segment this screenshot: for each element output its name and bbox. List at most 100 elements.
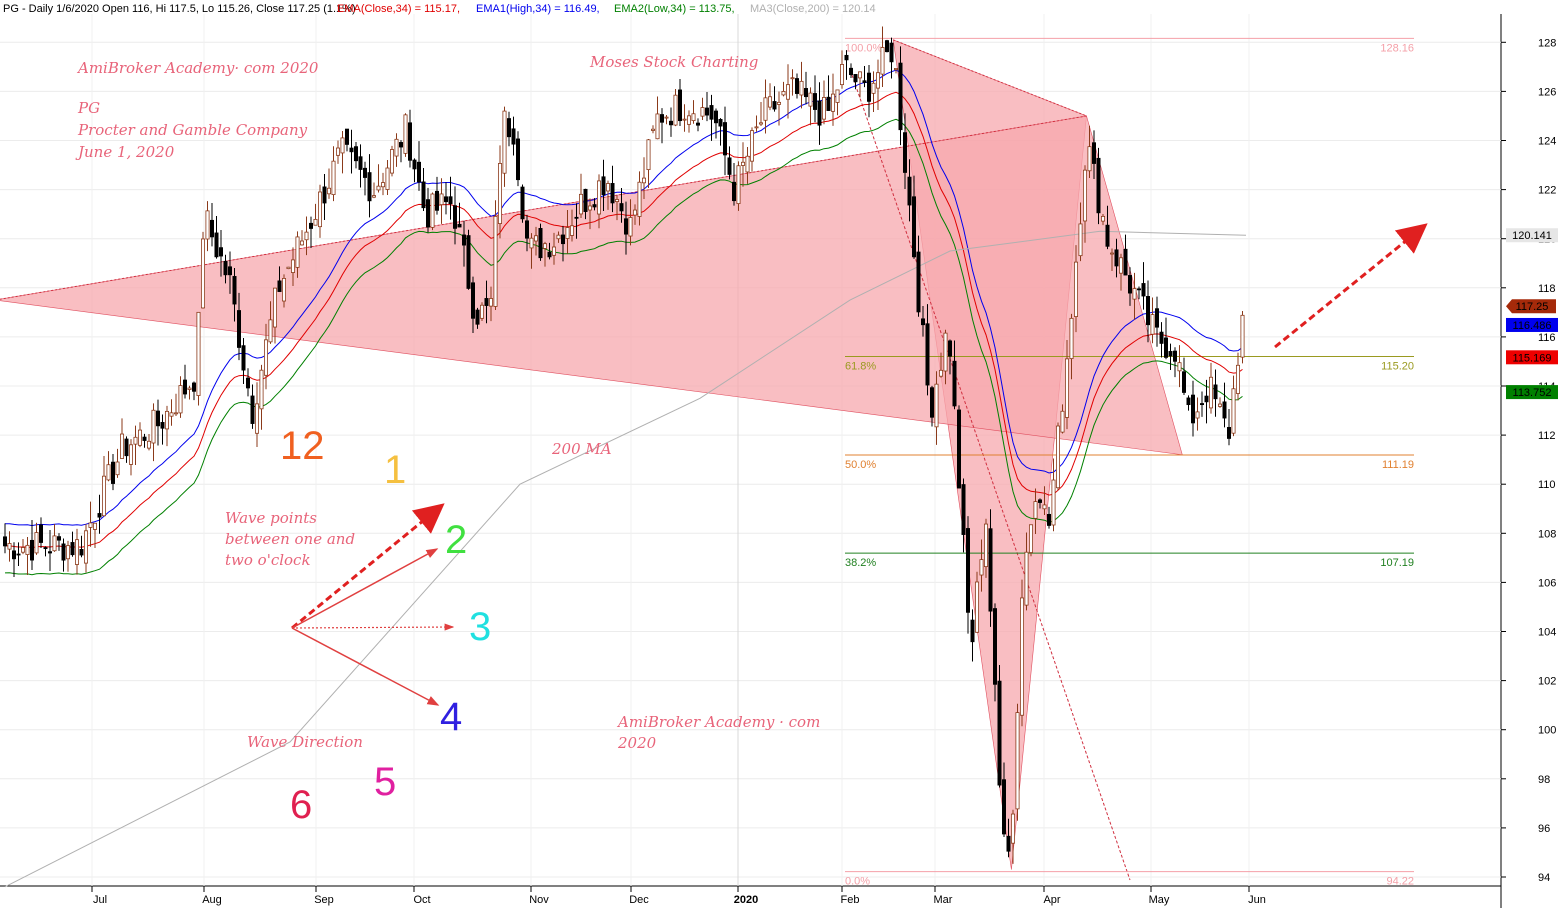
candle-body (389, 149, 394, 174)
y-tick-label: 122 (1538, 185, 1556, 197)
candle-body (799, 80, 804, 96)
candle-body (304, 231, 309, 241)
candle-body (849, 67, 854, 76)
candle-body (520, 186, 525, 220)
candle-body (272, 287, 277, 328)
clock-number-5: 5 (374, 760, 396, 804)
candle-body (1159, 331, 1164, 344)
x-tick-label: Sep (314, 894, 334, 906)
candle-body (628, 217, 633, 237)
candle-body (835, 89, 840, 103)
candle-body (1200, 403, 1205, 406)
candle-body (1218, 403, 1223, 407)
fib-price-label: 94.22 (1386, 876, 1414, 888)
candle-body (97, 513, 102, 518)
candle-body (115, 461, 120, 476)
candle-body (655, 113, 660, 140)
candle-body (1092, 142, 1097, 164)
candle-body (1006, 835, 1011, 852)
candle-body (687, 115, 692, 125)
candle-body (70, 542, 75, 556)
candle-body (164, 410, 169, 430)
candle-body (1024, 551, 1029, 606)
candle-body (1191, 394, 1196, 424)
candle-body (880, 47, 885, 75)
candle-body (502, 110, 507, 174)
candle-body (997, 680, 1002, 786)
candle-body (768, 96, 773, 108)
candle-body (907, 176, 912, 206)
candle-body (1051, 479, 1056, 526)
candle-body (912, 196, 917, 258)
candle-body (61, 543, 66, 561)
header-ema1: EMA1(High,34) = 116.49, (476, 3, 600, 15)
candle-body (416, 161, 421, 183)
candle-body (254, 403, 259, 434)
y-axis-ticks: 9496981001021041061081101121141161181201… (1501, 37, 1556, 884)
candle-body (1150, 314, 1155, 335)
candle-body (727, 157, 732, 175)
candle-body (223, 260, 228, 276)
wave-arrow-2-oclock (291, 548, 439, 629)
candle-body (1222, 401, 1227, 419)
candle-body (124, 438, 129, 457)
candle-body (178, 385, 183, 414)
candle-body (1141, 283, 1146, 297)
candle-body (718, 118, 723, 127)
y-tick-label: 118 (1538, 283, 1556, 295)
candle-body (885, 40, 890, 53)
candle-body (732, 181, 737, 202)
candle-body (102, 475, 107, 517)
candle-body (646, 139, 651, 171)
candle-body (362, 167, 367, 178)
candle-body (43, 547, 48, 550)
candle-body (750, 130, 755, 162)
candle-body (187, 387, 192, 390)
candle-body (443, 196, 448, 203)
x-tick-label: Dec (629, 894, 649, 906)
candle-body (52, 535, 57, 552)
clock-number-3: 3 (469, 605, 491, 649)
candle-body (903, 132, 908, 173)
candle-body (3, 536, 8, 547)
y-tick-label: 110 (1538, 479, 1556, 491)
x-tick-label: Apr (1043, 894, 1060, 906)
candle-body (772, 101, 777, 110)
y-tick-label: 128 (1538, 37, 1556, 49)
y-tick-label: 112 (1538, 430, 1556, 442)
candle-body (925, 323, 930, 386)
candle-body (547, 251, 552, 258)
candle-body (380, 182, 385, 188)
candle-body (930, 387, 935, 418)
candle-body (867, 72, 872, 102)
price-box (1506, 350, 1558, 365)
clock-number-6: 6 (290, 783, 312, 827)
candle-body (988, 528, 993, 612)
candle-body (452, 205, 457, 229)
candle-body (488, 298, 493, 307)
candle-body (723, 122, 728, 156)
candle-body (790, 77, 795, 80)
x-tick-label: Mar (934, 894, 953, 906)
price-box-label: 115.169 (1513, 352, 1552, 364)
candle-body (642, 177, 647, 184)
candle-body (1074, 261, 1079, 317)
candle-body (57, 536, 62, 541)
projection-arrow (1274, 223, 1428, 349)
candle-body (313, 218, 318, 226)
candle-body (637, 181, 642, 217)
x-tick-label: Nov (529, 894, 549, 906)
candle-body (290, 259, 295, 273)
candle-body (745, 155, 750, 173)
y-tick-label: 102 (1538, 676, 1556, 688)
candle-body (128, 444, 133, 465)
candle-body (588, 205, 593, 211)
clock-number-4: 4 (440, 695, 462, 739)
candle-body (209, 219, 214, 238)
fib-level-label: 50.0% (845, 459, 876, 471)
candle-body (1060, 410, 1065, 433)
price-boxes: 120.141 117.25 116.486 115.169 113.752 (1506, 228, 1558, 400)
fib-level-label: 100.0% (845, 42, 883, 54)
wave-arrow-3-oclock (291, 623, 455, 631)
candle-body (1168, 351, 1173, 357)
